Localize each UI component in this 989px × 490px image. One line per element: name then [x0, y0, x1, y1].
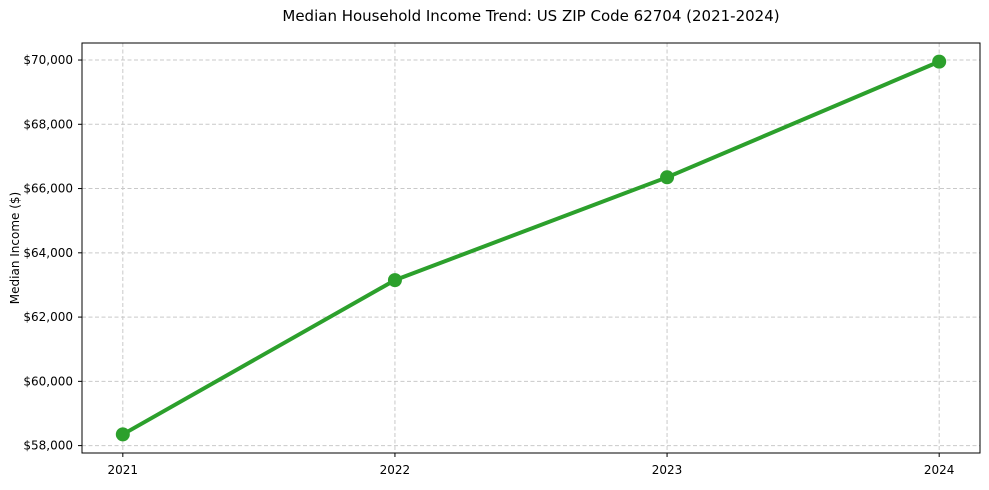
data-point	[660, 170, 675, 185]
y-tick-label: $70,000	[23, 53, 73, 67]
data-point	[387, 273, 402, 288]
data-point	[115, 427, 130, 442]
y-tick-label: $68,000	[23, 117, 73, 131]
x-tick-label: 2024	[924, 463, 955, 477]
y-tick-label: $66,000	[23, 182, 73, 196]
y-tick-label: $64,000	[23, 246, 73, 260]
chart-title: Median Household Income Trend: US ZIP Co…	[282, 7, 780, 25]
x-tick-label: 2022	[380, 463, 411, 477]
y-tick-label: $60,000	[23, 374, 73, 388]
x-tick-label: 2023	[652, 463, 683, 477]
data-point	[932, 54, 947, 69]
x-tick-label: 2021	[108, 463, 139, 477]
plot-border	[81, 42, 981, 454]
data-line	[120, 59, 942, 437]
y-tick-label: $58,000	[23, 439, 73, 453]
y-tick-label: $62,000	[23, 310, 73, 324]
